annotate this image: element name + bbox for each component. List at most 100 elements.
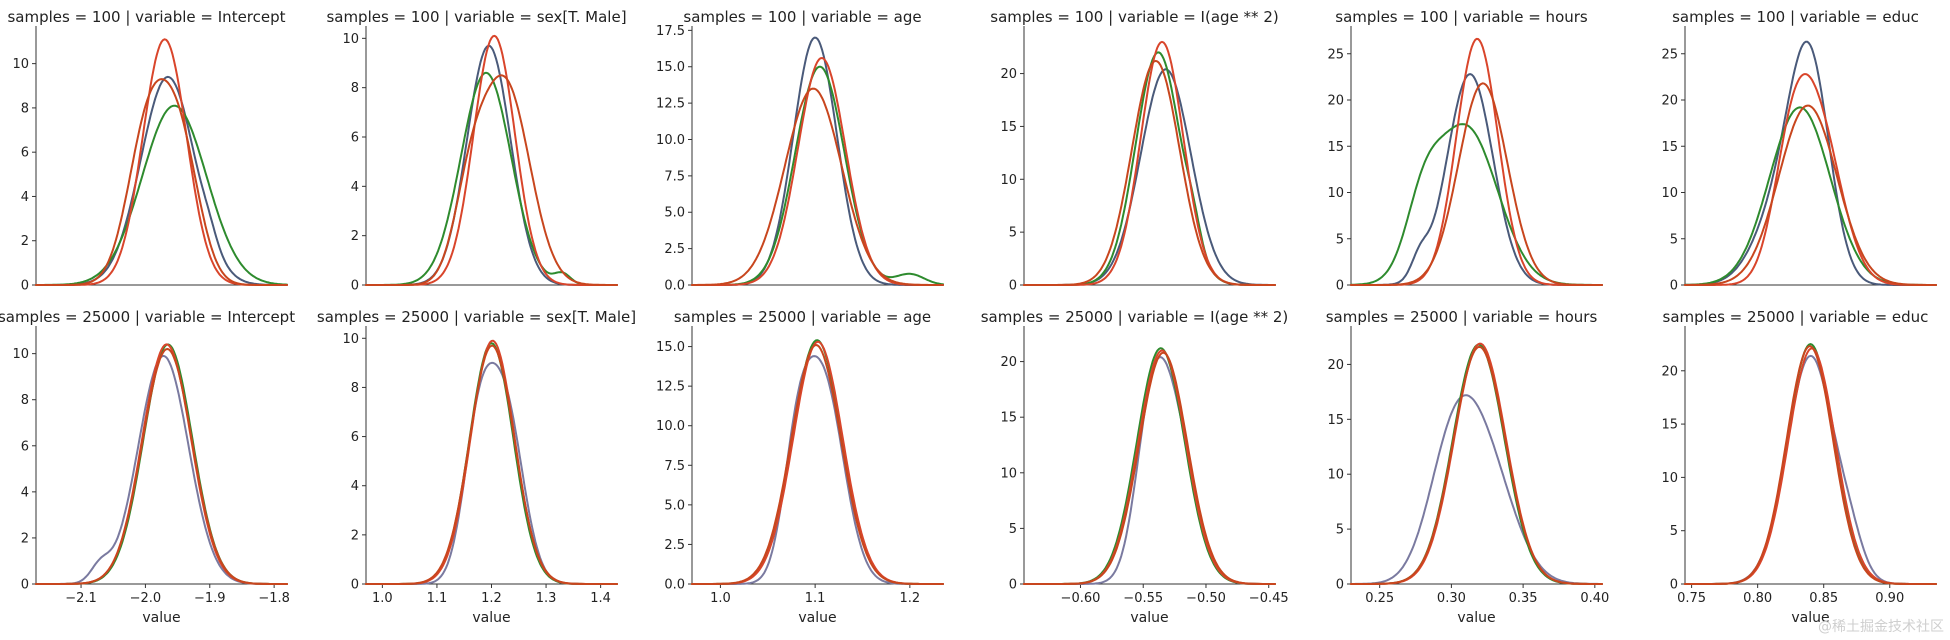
density-curve-1: [365, 44, 618, 286]
y-tick-label: 25: [1327, 47, 1344, 62]
y-tick-label: 10: [342, 32, 359, 47]
y-tick-label: 5.0: [664, 206, 685, 221]
x-tick-label: 0.30: [1437, 591, 1466, 606]
y-tick-label: 7.5: [664, 459, 685, 474]
y-tick-label: 8: [351, 381, 359, 396]
density-curve-3: [35, 343, 288, 585]
density-curve-1: [1350, 73, 1603, 286]
density-curve-3: [365, 34, 618, 286]
y-tick-label: 4: [351, 479, 359, 494]
x-tick-label: 0.35: [1509, 591, 1538, 606]
x-tick-label: −2.1: [65, 591, 97, 606]
y-tick-label: 10: [1000, 466, 1017, 481]
panel-title: samples = 25000 | variable = hours: [1326, 308, 1598, 326]
facet-panel-3: samples = 100 | variable = age 0.0 2.5 5.0 7…: [656, 8, 944, 294]
density-curve-1: [1684, 354, 1937, 585]
x-axis-label: value: [1130, 610, 1168, 626]
x-axis-label: value: [1457, 610, 1495, 626]
y-tick-label: 5: [1670, 232, 1678, 247]
x-tick-label: 1.2: [481, 591, 502, 606]
y-tick-label: 2: [21, 531, 29, 546]
y-tick-label: 0.0: [664, 279, 685, 294]
density-curve-4: [1023, 59, 1276, 286]
y-tick-label: 5: [1009, 226, 1017, 241]
y-tick-label: 25: [1661, 47, 1678, 62]
y-tick-label: 0: [351, 279, 359, 294]
y-tick-label: 6: [21, 146, 29, 161]
density-curve-3: [1350, 342, 1603, 585]
y-tick-label: 10.0: [656, 419, 685, 434]
panel-title: samples = 25000 | variable = age: [674, 308, 931, 326]
y-tick-label: 0: [21, 279, 29, 294]
x-tick-label: −2.0: [130, 591, 162, 606]
x-tick-label: 1.2: [900, 591, 921, 606]
y-tick-label: 15: [1327, 413, 1344, 428]
watermark: @稀土掘金技术社区: [1818, 619, 1944, 635]
y-tick-label: 2.5: [664, 538, 685, 553]
x-tick-label: 0.25: [1365, 591, 1394, 606]
x-tick-label: 1.3: [536, 591, 557, 606]
facet-panel-5: samples = 100 | variable = hours 0 5 10 15 20…: [1327, 8, 1603, 294]
y-tick-label: 2: [351, 528, 359, 543]
panel-title: samples = 100 | variable = hours: [1335, 8, 1588, 26]
x-tick-label: −1.9: [194, 591, 226, 606]
panel-title: samples = 25000 | variable = I(age ** 2): [981, 308, 1289, 326]
y-tick-label: 6: [351, 430, 359, 445]
x-axis-label: value: [142, 610, 180, 626]
x-tick-label: −0.45: [1249, 591, 1289, 606]
y-tick-label: 12.5: [656, 380, 685, 395]
y-tick-label: 12.5: [656, 97, 685, 112]
y-tick-label: 20: [1327, 94, 1344, 109]
density-curve-2: [35, 343, 288, 585]
facet-panel-9: samples = 25000 | variable = age 0.0 2.5 5.…: [656, 308, 944, 626]
density-curve-4: [1350, 345, 1603, 585]
facet-panel-10: samples = 25000 | variable = I(age ** 2)…: [981, 308, 1289, 626]
y-tick-label: 6: [351, 131, 359, 146]
y-tick-label: 7.5: [664, 169, 685, 184]
x-tick-label: 1.1: [427, 591, 448, 606]
density-curve-1: [1350, 394, 1603, 585]
y-tick-label: 15: [1000, 411, 1017, 426]
y-tick-label: 0: [1670, 578, 1678, 593]
facet-panel-2: samples = 100 | variable = sex[T. Male] 0…: [326, 8, 626, 294]
panel-title: samples = 100 | variable = Intercept: [7, 8, 285, 26]
y-tick-label: 15.0: [656, 60, 685, 75]
density-curve-4: [691, 87, 944, 286]
density-curve-2: [35, 104, 288, 286]
density-curve-2: [1684, 106, 1937, 286]
y-tick-label: 10: [1327, 468, 1344, 483]
y-tick-label: 2: [351, 229, 359, 244]
y-tick-label: 15.0: [656, 340, 685, 355]
y-tick-label: 17.5: [656, 24, 685, 39]
panel-title: samples = 25000 | variable = sex[T. Male…: [317, 308, 636, 326]
x-tick-label: 0.80: [1743, 591, 1772, 606]
density-curve-4: [365, 74, 618, 286]
y-tick-label: 10: [1661, 186, 1678, 201]
density-curve-3: [1684, 73, 1937, 286]
y-tick-label: 2.5: [664, 242, 685, 257]
density-curve-2: [365, 342, 618, 585]
density-curve-3: [35, 38, 288, 286]
panel-title: samples = 100 | variable = I(age ** 2): [990, 8, 1278, 26]
facet-panel-12: samples = 25000 | variable = educ 0 5 10 15 2…: [1661, 308, 1937, 626]
y-tick-label: 5: [1336, 232, 1344, 247]
y-tick-label: 20: [1327, 358, 1344, 373]
y-tick-label: 4: [21, 485, 29, 500]
y-tick-label: 0: [1009, 279, 1017, 294]
facet-panel-8: samples = 25000 | variable = sex[T. Male…: [317, 308, 636, 626]
y-tick-label: 20: [1000, 67, 1017, 82]
y-tick-label: 0: [1336, 279, 1344, 294]
x-tick-label: 1.1: [805, 591, 826, 606]
y-tick-label: 0: [1009, 578, 1017, 593]
x-tick-label: 0.85: [1809, 591, 1838, 606]
y-tick-label: 20: [1661, 94, 1678, 109]
density-curve-4: [1684, 104, 1937, 286]
y-tick-label: 15: [1661, 418, 1678, 433]
density-curve-3: [691, 340, 944, 585]
density-curve-3: [1684, 347, 1937, 585]
density-curve-4: [35, 78, 288, 286]
x-axis-label: value: [1791, 610, 1829, 626]
density-curve-4: [1350, 82, 1603, 286]
y-tick-label: 10: [1327, 186, 1344, 201]
